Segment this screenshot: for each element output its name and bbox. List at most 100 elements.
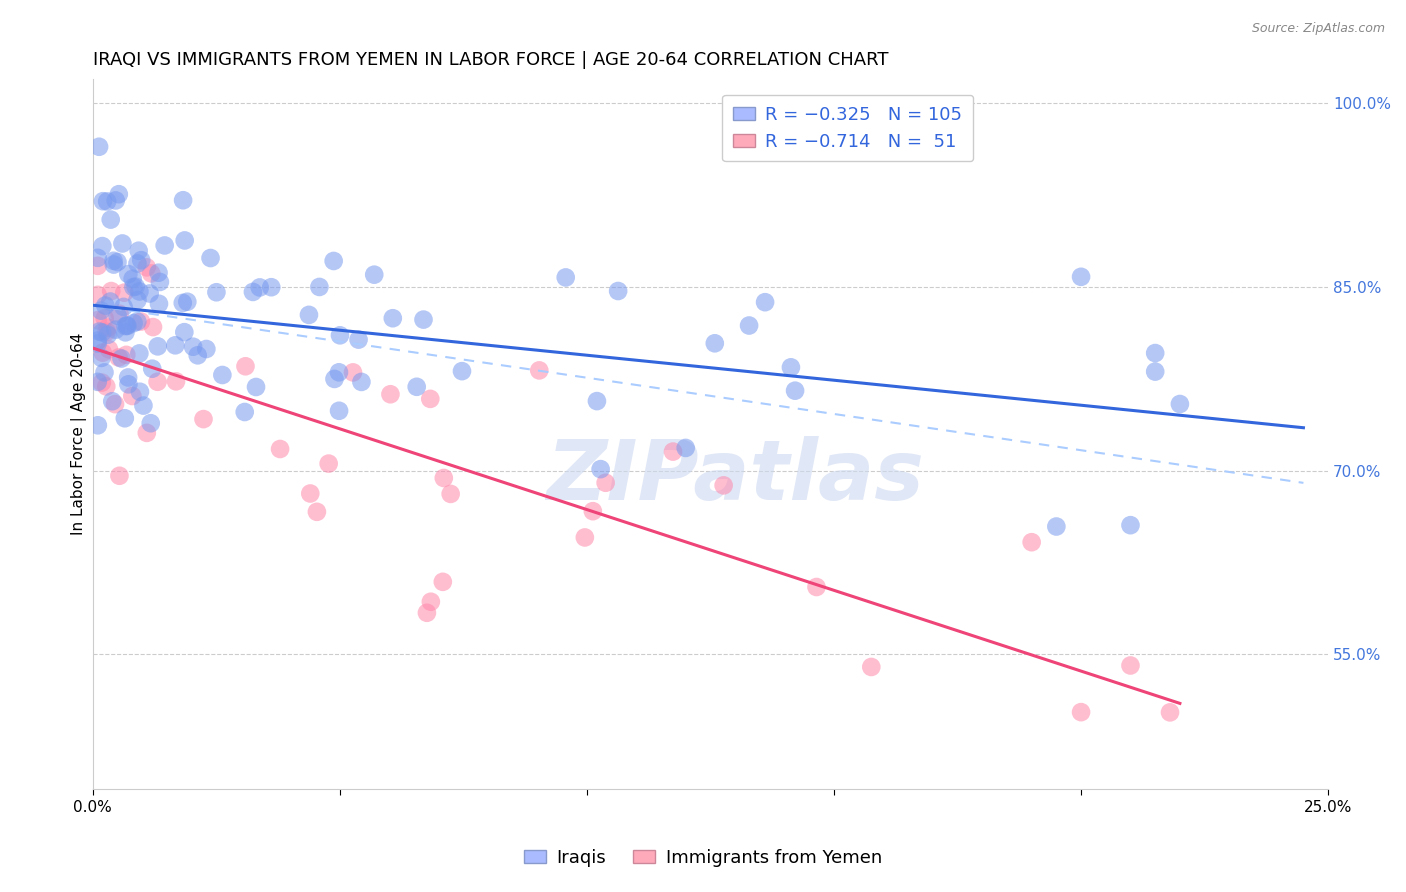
Point [529,363,551,377]
Point [127,256,149,270]
Point [114,326,136,340]
Point [101,394,124,409]
Point [305,505,328,519]
Point [172,193,194,207]
Point [433,471,456,485]
Point [87,334,110,348]
Point [122,316,145,330]
Point [87,336,110,351]
Point [419,392,441,406]
Point [1021,535,1043,549]
Point [100,294,122,309]
Point [586,394,609,409]
Point [87,313,110,327]
Point [91,194,114,209]
Point [308,280,330,294]
Point [141,361,163,376]
Point [328,404,350,418]
Point [107,309,129,323]
Point [142,320,165,334]
Point [96,194,118,209]
Point [98,343,121,357]
Point [432,574,454,589]
Point [416,606,439,620]
Point [117,318,139,333]
Point [1119,518,1142,533]
Point [1159,706,1181,720]
Point [245,380,267,394]
Point [124,279,146,293]
Point [350,375,373,389]
Point [111,236,134,251]
Point [235,359,257,374]
Point [103,253,125,268]
Point [148,266,170,280]
Point [107,351,129,365]
Point [87,375,110,389]
Point [128,244,150,258]
Point [104,194,127,208]
Point [165,338,187,352]
Point [129,314,152,328]
Point [405,380,427,394]
Point [195,342,218,356]
Point [96,379,118,393]
Point [187,348,209,362]
Point [1168,397,1191,411]
Point [1070,269,1092,284]
Point [93,311,115,326]
Point [94,299,117,313]
Point [1045,519,1067,533]
Point [91,345,114,359]
Point [675,441,697,455]
Point [129,384,152,399]
Text: Source: ZipAtlas.com: Source: ZipAtlas.com [1251,22,1385,36]
Legend: Iraqis, Immigrants from Yemen: Iraqis, Immigrants from Yemen [517,842,889,874]
Point [347,333,370,347]
Point [193,412,215,426]
Point [323,372,346,386]
Point [87,140,110,154]
Point [153,238,176,252]
Point [738,318,761,333]
Point [172,296,194,310]
Point [419,595,441,609]
Point [100,284,122,298]
Point [363,268,385,282]
Point [780,360,803,375]
Point [87,259,110,273]
Point [595,475,617,490]
Y-axis label: In Labor Force | Age 20-64: In Labor Force | Age 20-64 [72,333,87,535]
Point [91,239,114,253]
Point [181,340,204,354]
Point [135,425,157,440]
Point [122,280,145,294]
Point [114,319,136,334]
Point [141,266,163,280]
Point [1119,658,1142,673]
Point [662,444,685,458]
Point [173,325,195,339]
Point [115,318,138,333]
Point [249,280,271,294]
Point [806,580,828,594]
Point [108,307,131,321]
Point [90,351,112,365]
Point [298,308,321,322]
Point [127,293,149,307]
Point [108,468,131,483]
Legend: R = −0.325   N = 105, R = −0.714   N =  51: R = −0.325 N = 105, R = −0.714 N = 51 [723,95,973,161]
Point [269,442,291,456]
Point [104,397,127,411]
Point [451,364,474,378]
Point [127,314,149,328]
Point [97,320,120,334]
Point [87,288,110,302]
Point [146,339,169,353]
Point [381,311,404,326]
Point [93,365,115,379]
Point [554,270,576,285]
Point [97,327,120,342]
Point [128,346,150,360]
Point [342,365,364,379]
